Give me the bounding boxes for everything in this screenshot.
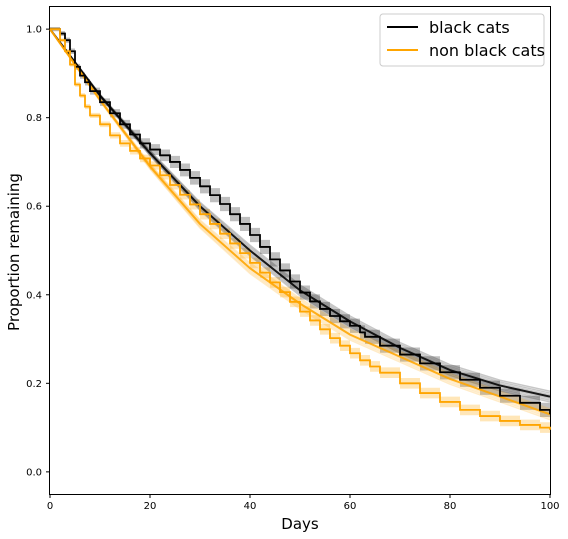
y-tick-label: 0.4 (26, 290, 42, 301)
fit-curve-non-black-cats (49, 28, 551, 410)
fit-curve-black-cats (49, 28, 551, 396)
series-line-black-cats (50, 28, 551, 415)
y-axis-title: Proportion remaining (5, 173, 23, 331)
fit-curve-non-black-cats (49, 28, 551, 417)
confidence-bands (50, 27, 550, 436)
fit-curve-black-cats (49, 28, 551, 401)
fit-curve-non-black-cats (49, 28, 551, 414)
fit-curve-non-black-cats (49, 28, 551, 419)
y-tick-label: 0.8 (26, 113, 42, 124)
x-tick-label: 40 (244, 501, 257, 512)
fit-curve-black-cats (49, 28, 551, 400)
fit-curve-black-cats (49, 28, 551, 393)
fitted-curves (49, 28, 551, 421)
fit-curve-black-cats (49, 28, 551, 403)
legend: black cats non black cats (379, 13, 545, 67)
band-black-cats (50, 27, 550, 422)
fit-curve-non-black-cats (49, 28, 551, 412)
series-lines (50, 28, 551, 430)
x-axis: 0 20 40 60 80 100 (47, 494, 560, 512)
legend-label-non-black-cats: non black cats (429, 41, 545, 60)
x-tick-label: 100 (540, 501, 559, 512)
fit-curve-non-black-cats (49, 28, 551, 421)
y-axis: 0.0 0.2 0.4 0.6 0.8 1.0 (26, 25, 50, 478)
x-tick-label: 60 (344, 501, 357, 512)
fit-curve-black-cats (49, 28, 551, 394)
fit-curve-non-black-cats (49, 28, 551, 416)
x-tick-label: 20 (144, 501, 157, 512)
x-axis-title: Days (281, 515, 319, 533)
x-tick-label: 0 (47, 501, 53, 512)
y-tick-label: 0.6 (26, 202, 42, 213)
y-tick-label: 0.0 (26, 467, 42, 478)
y-tick-label: 1.0 (26, 25, 42, 36)
y-tick-label: 0.2 (26, 379, 42, 390)
legend-box (379, 13, 545, 67)
fit-curve-black-cats (49, 28, 551, 398)
x-tick-label: 80 (444, 501, 457, 512)
series-line-non-black-cats (50, 28, 551, 430)
plot-frame (49, 6, 551, 495)
legend-label-black-cats: black cats (429, 18, 510, 37)
